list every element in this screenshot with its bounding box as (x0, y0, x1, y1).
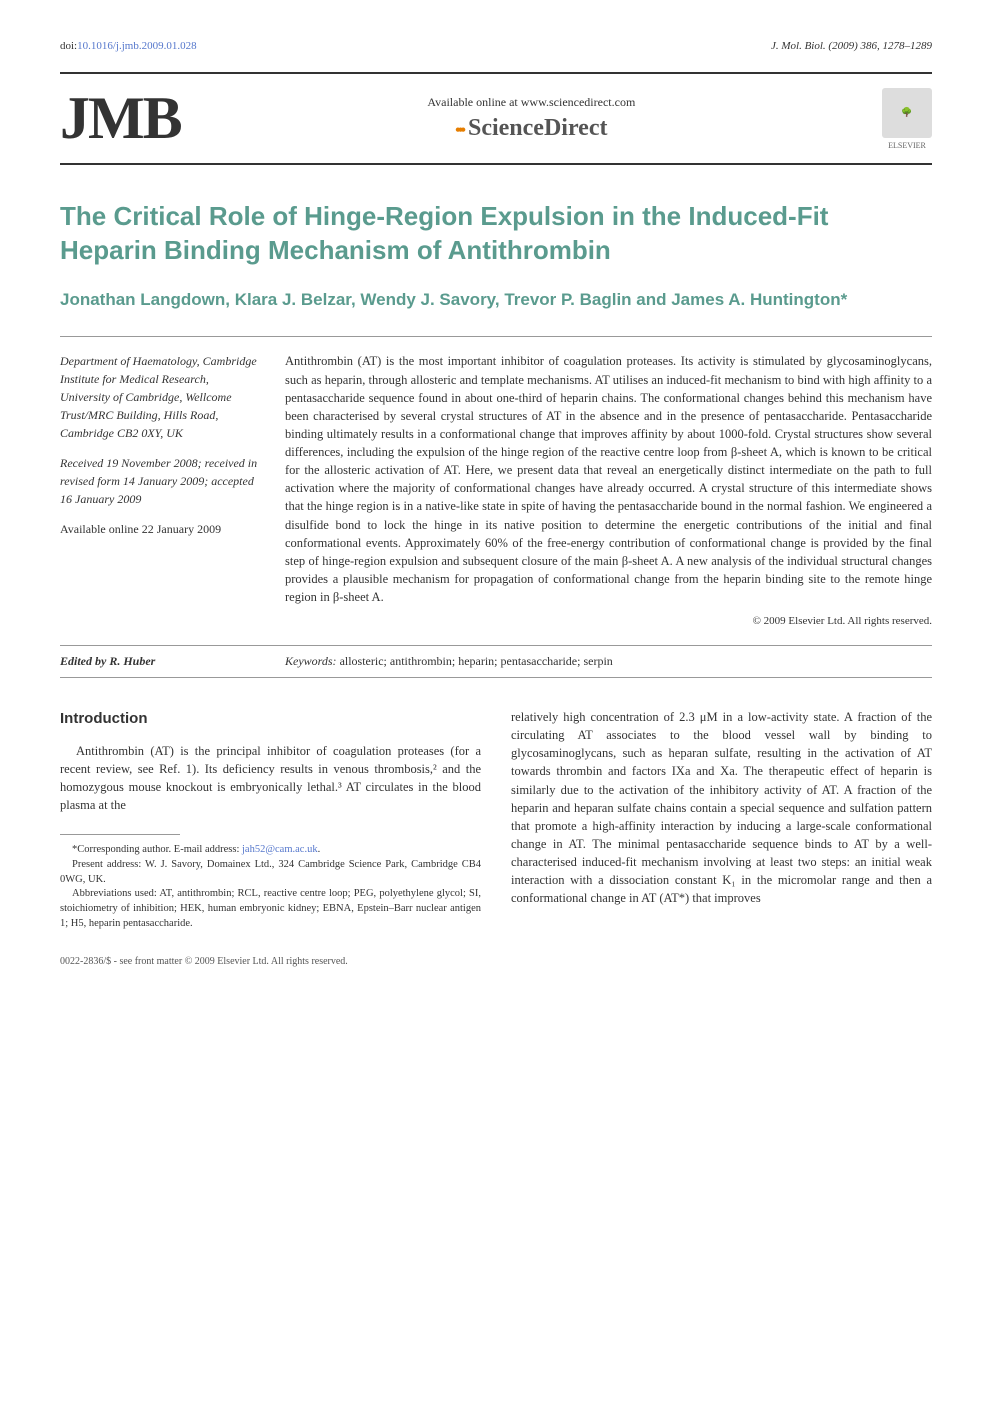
sciencedirect-block: Available online at www.sciencedirect.co… (181, 95, 882, 142)
right-column: relatively high concentration of 2.3 μM … (511, 708, 932, 931)
corresponding-author-footnote: *Corresponding author. E-mail address: j… (60, 843, 481, 858)
journal-reference: J. Mol. Biol. (2009) 386, 1278–1289 (771, 40, 932, 52)
doi-header-row: doi:10.1016/j.jmb.2009.01.028 J. Mol. Bi… (60, 40, 932, 52)
editor-info: Edited by R. Huber (60, 654, 260, 669)
abstract-text: Antithrombin (AT) is the most important … (285, 352, 932, 606)
elsevier-logo: 🌳 ELSEVIER (882, 88, 932, 150)
online-availability: Available online 22 January 2009 (60, 520, 260, 538)
elsevier-tree-icon: 🌳 (882, 88, 932, 138)
editor-keywords-row: Edited by R. Huber Keywords: allosteric;… (60, 654, 932, 678)
intro-paragraph: Antithrombin (AT) is the principal inhib… (60, 742, 481, 815)
sciencedirect-text: ScienceDirect (468, 115, 608, 141)
doi-text: doi:10.1016/j.jmb.2009.01.028 (60, 40, 197, 52)
author-list: Jonathan Langdown, Klara J. Belzar, Wend… (60, 288, 932, 312)
meta-column: Department of Haematology, Cambridge Ins… (60, 352, 260, 630)
article-title: The Critical Role of Hinge-Region Expuls… (60, 200, 932, 268)
sciencedirect-dots-icon: ••• (455, 122, 463, 139)
affiliation: Department of Haematology, Cambridge Ins… (60, 352, 260, 442)
introduction-heading: Introduction (60, 708, 481, 730)
corresponding-email[interactable]: jah52@cam.ac.uk (242, 844, 318, 855)
footnote-separator (60, 834, 180, 835)
page-footer: 0022-2836/$ - see front matter © 2009 El… (60, 956, 932, 967)
journal-banner: JMB Available online at www.sciencedirec… (60, 72, 932, 165)
meta-abstract-section: Department of Haematology, Cambridge Ins… (60, 336, 932, 646)
article-history: Received 19 November 2008; received in r… (60, 454, 260, 508)
continuation-paragraph: relatively high concentration of 2.3 μM … (511, 708, 932, 907)
jmb-logo: JMB (60, 84, 181, 153)
keywords-list: allosteric; antithrombin; heparin; penta… (337, 654, 613, 668)
available-online-text: Available online at www.sciencedirect.co… (181, 95, 882, 110)
sciencedirect-logo: ••• ScienceDirect (181, 115, 882, 142)
left-column: Introduction Antithrombin (AT) is the pr… (60, 708, 481, 931)
abbreviations-footnote: Abbreviations used: AT, antithrombin; RC… (60, 887, 481, 931)
elsevier-text: ELSEVIER (882, 141, 932, 150)
copyright-notice: © 2009 Elsevier Ltd. All rights reserved… (285, 614, 932, 630)
keywords-block: Keywords: allosteric; antithrombin; hepa… (285, 654, 932, 669)
keywords-label: Keywords: (285, 654, 337, 668)
body-two-column: Introduction Antithrombin (AT) is the pr… (60, 708, 932, 931)
doi-prefix: doi: (60, 40, 77, 52)
present-address-footnote: Present address: W. J. Savory, Domainex … (60, 858, 481, 887)
abstract-column: Antithrombin (AT) is the most important … (285, 352, 932, 630)
corresponding-label: *Corresponding author. E-mail address: (72, 844, 242, 855)
doi-link[interactable]: 10.1016/j.jmb.2009.01.028 (77, 40, 196, 52)
